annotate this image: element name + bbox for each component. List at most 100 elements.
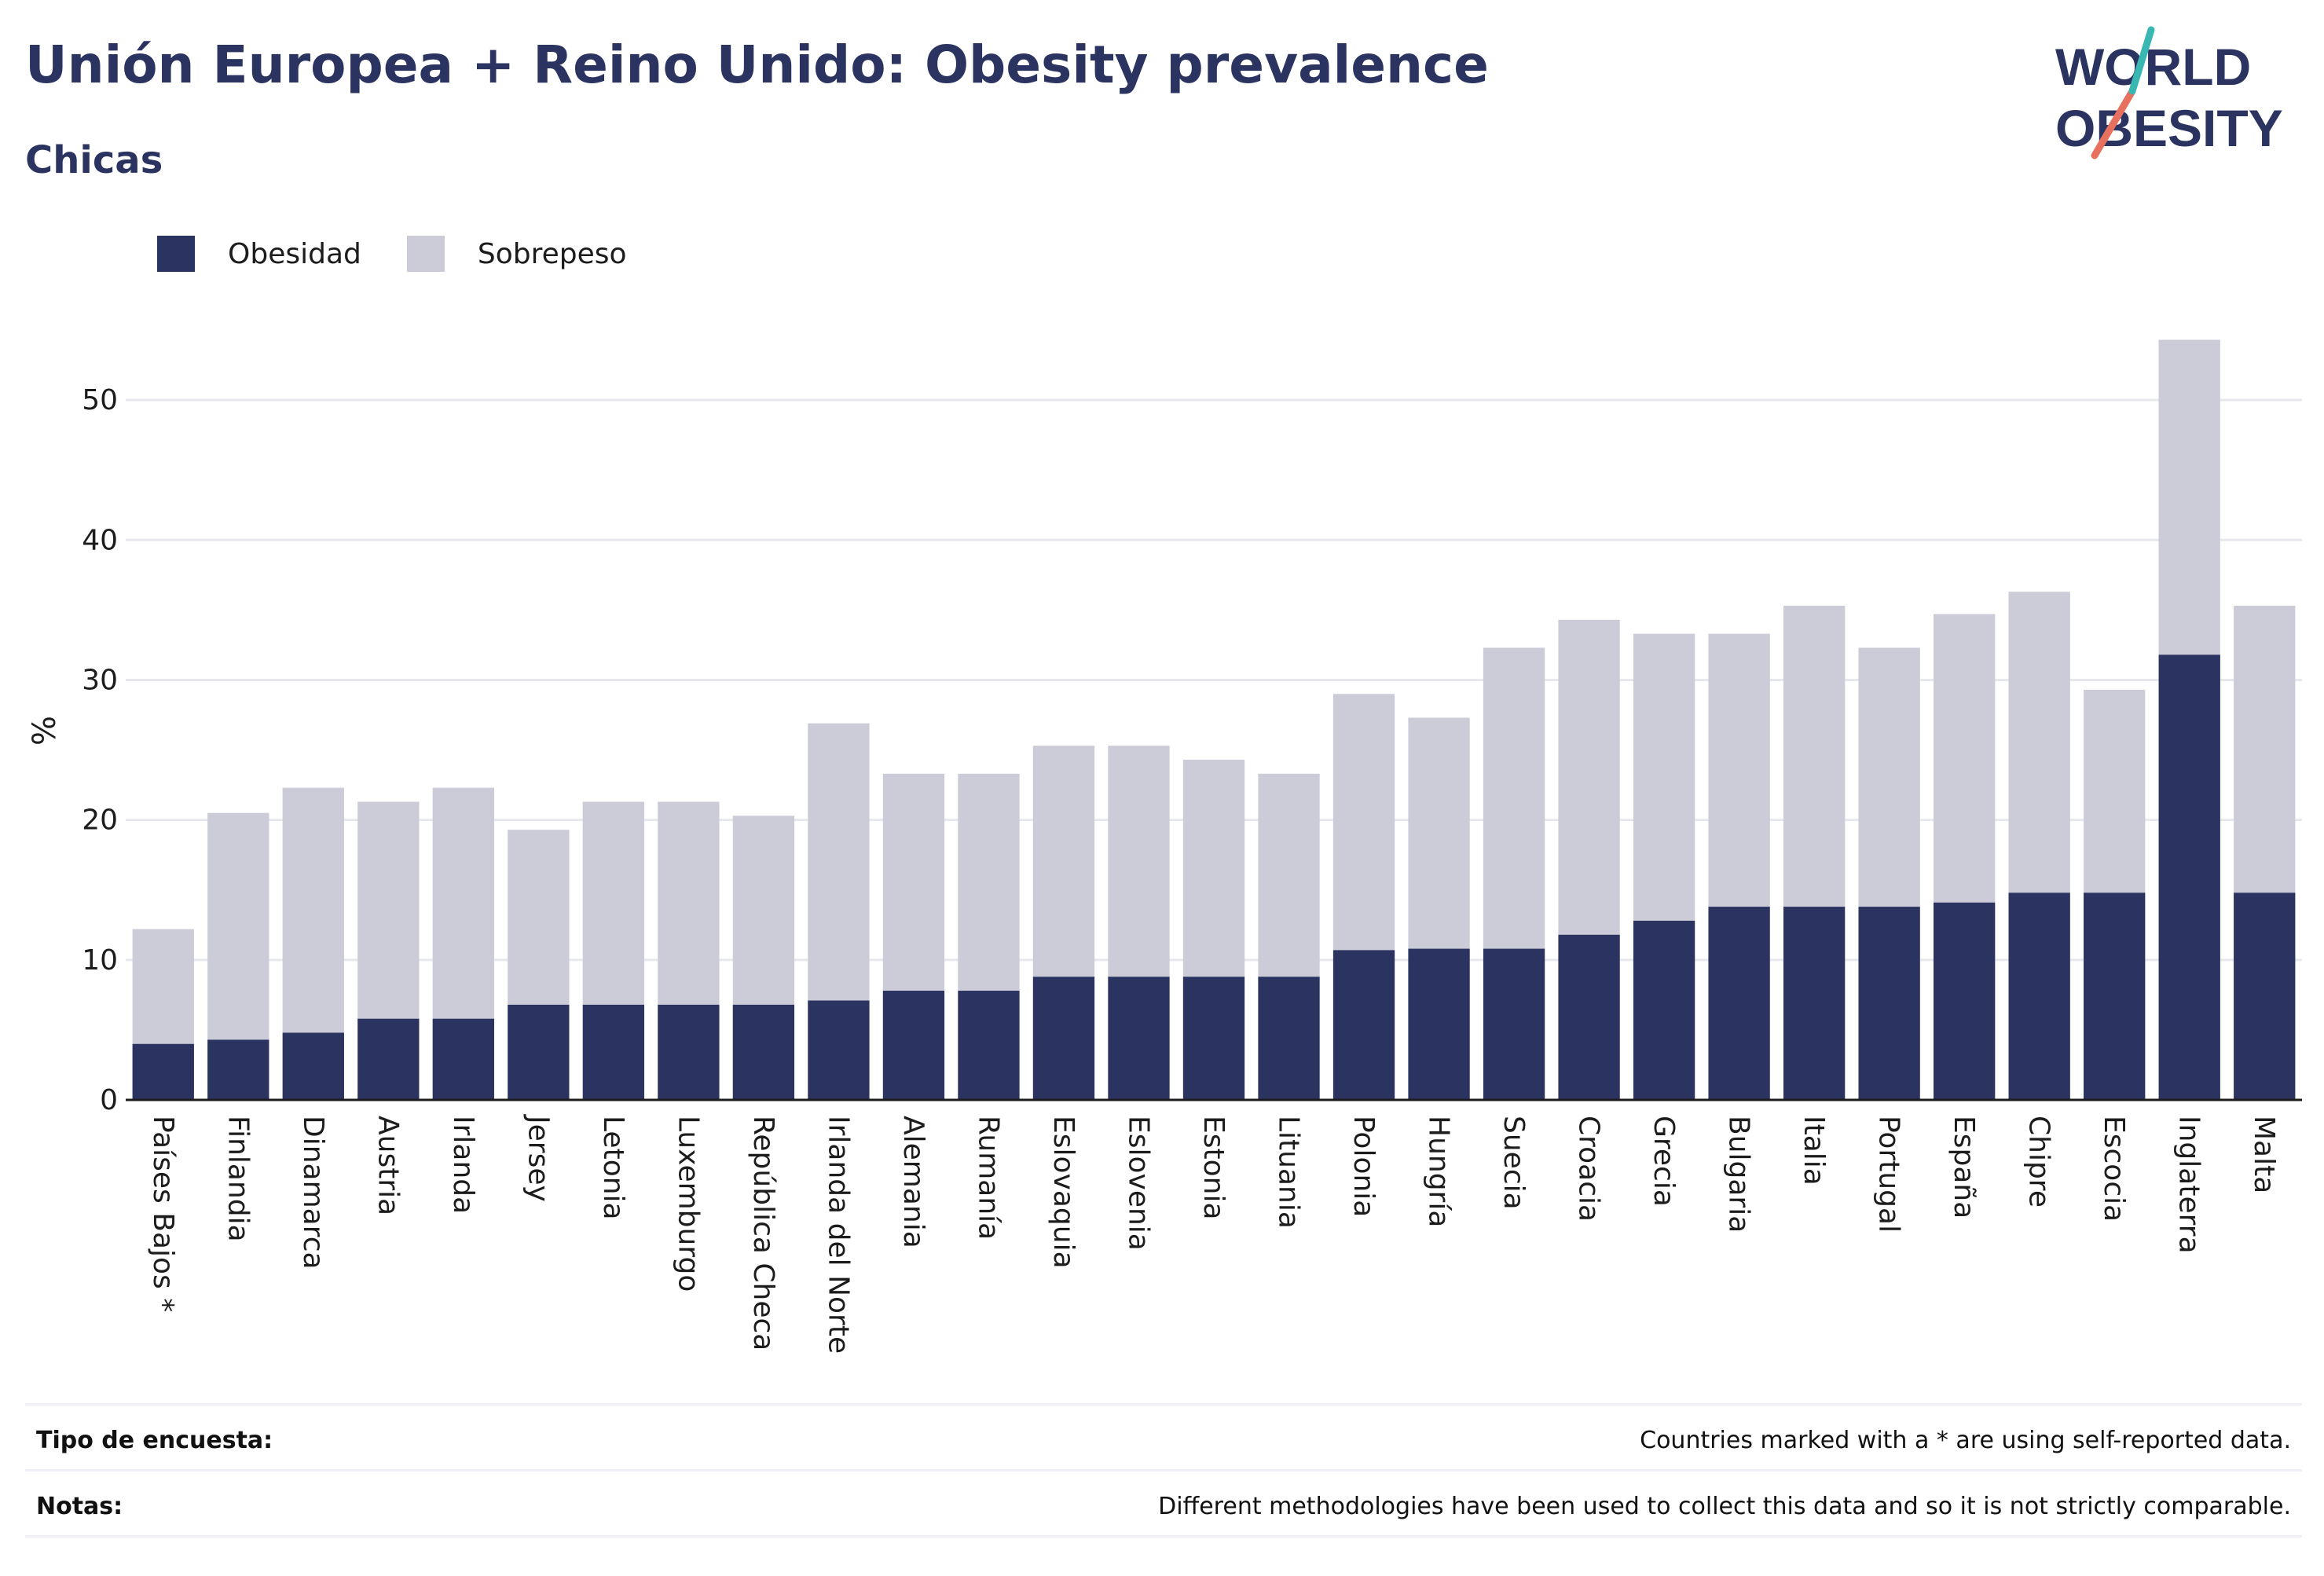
bar-obesidad: [882, 991, 945, 1100]
x-tick-label: Letonia: [597, 1116, 629, 1220]
svg-text:WORLD: WORLD: [2055, 38, 2251, 96]
bar-sobrepeso: [432, 787, 494, 1019]
footer-divider: [25, 1535, 2302, 1538]
bar-obesidad: [2008, 892, 2070, 1100]
bar-sobrepeso: [2234, 606, 2296, 893]
page-subtitle: Chicas: [25, 138, 163, 182]
bar-obesidad: [1934, 902, 1996, 1100]
y-tick-label: 0: [100, 1084, 118, 1116]
bar-sobrepeso: [357, 801, 420, 1019]
bar-sobrepeso: [1108, 746, 1170, 977]
x-tick-label: Finlandia: [222, 1116, 254, 1242]
x-tick-label: Estonia: [1197, 1116, 1230, 1220]
bar-obesidad: [808, 1000, 870, 1100]
notes-value: Different methodologies have been used t…: [1158, 1492, 2291, 1520]
bar-obesidad: [958, 991, 1020, 1100]
bar-obesidad: [1332, 950, 1395, 1100]
bar-obesidad: [1408, 948, 1470, 1100]
y-tick-label: 40: [82, 524, 118, 556]
y-tick-label: 20: [82, 804, 118, 837]
footer-divider: [25, 1469, 2302, 1472]
x-tick-label: Irlanda del Norte: [822, 1116, 854, 1354]
x-tick-label: Suecia: [1497, 1116, 1530, 1210]
x-tick-label: Italia: [1798, 1116, 1830, 1186]
bar-sobrepeso: [2084, 689, 2146, 893]
bar-obesidad: [1108, 977, 1170, 1100]
bar-sobrepeso: [1408, 717, 1470, 949]
x-tick-label: Eslovenia: [1122, 1116, 1154, 1251]
y-tick-label: 10: [82, 944, 118, 977]
stacked-bar-chart: 0 10 20 30 40 50% Países Bajos * Finlandia Dinam…: [27, 339, 2302, 1354]
footer-divider: [25, 1403, 2302, 1406]
legend-label-sobrepeso: Sobrepeso: [477, 237, 627, 270]
bar-obesidad: [2158, 654, 2220, 1100]
bar-obesidad: [1182, 977, 1245, 1100]
x-tick-label: Dinamarca: [297, 1116, 329, 1270]
bar-obesidad: [282, 1032, 344, 1100]
bar-sobrepeso: [1483, 647, 1545, 949]
x-tick-label: Hungría: [1423, 1116, 1455, 1227]
footer-notes-row: Notas: Different methodologies have been…: [25, 1473, 2302, 1539]
bar-sobrepeso: [1858, 647, 1920, 907]
bar-obesidad: [1858, 907, 1920, 1100]
bar-sobrepeso: [1332, 694, 1395, 951]
x-tick-label: Alemania: [897, 1116, 929, 1248]
bar-sobrepeso: [508, 830, 570, 1005]
bar-sobrepeso: [882, 773, 945, 991]
bar-sobrepeso: [1182, 760, 1245, 977]
bar-sobrepeso: [958, 773, 1020, 991]
y-axis-label: %: [27, 716, 63, 746]
bar-obesidad: [1483, 948, 1545, 1100]
bar-obesidad: [1032, 977, 1095, 1100]
x-tick-label: España: [1948, 1116, 1980, 1219]
bar-sobrepeso: [1633, 633, 1695, 921]
bar-obesidad: [508, 1004, 570, 1100]
x-tick-label: Escocia: [2098, 1116, 2130, 1222]
x-tick-label: Eslovaquia: [1047, 1116, 1080, 1269]
x-tick-label: Portugal: [1873, 1116, 1905, 1233]
bar-obesidad: [132, 1043, 194, 1100]
footer-survey-row: Tipo de encuesta: Countries marked with …: [25, 1407, 2302, 1473]
bar-sobrepeso: [1258, 773, 1320, 977]
x-tick-label: Luxemburgo: [672, 1116, 704, 1292]
x-tick-label: Polonia: [1347, 1116, 1380, 1217]
x-tick-label: Países Bajos *: [147, 1116, 179, 1312]
bar-sobrepeso: [1934, 614, 1996, 903]
x-tick-label: Jersey: [522, 1114, 554, 1202]
bar-sobrepeso: [132, 929, 194, 1044]
bar-sobrepeso: [1708, 633, 1770, 907]
bar-sobrepeso: [282, 787, 344, 1033]
bar-obesidad: [2234, 892, 2296, 1100]
x-tick-label: Inglaterra: [2173, 1116, 2205, 1254]
bar-sobrepeso: [1558, 619, 1620, 935]
x-tick-label: Chipre: [2023, 1116, 2055, 1208]
bar-obesidad: [1633, 920, 1695, 1100]
notes-label: Notas:: [36, 1492, 123, 1520]
bar-obesidad: [1258, 977, 1320, 1100]
bar-sobrepeso: [732, 815, 795, 1005]
y-tick-label: 30: [82, 664, 118, 696]
x-tick-label: Irlanda: [447, 1116, 479, 1214]
bar-sobrepeso: [2008, 592, 2070, 893]
bar-obesidad: [207, 1039, 269, 1100]
legend-swatch-obesidad: [157, 236, 195, 272]
x-tick-label: Grecia: [1648, 1116, 1680, 1207]
bar-obesidad: [357, 1018, 420, 1100]
legend-item-obesidad: Obesidad: [157, 236, 361, 272]
x-tick-label: Rumanía: [972, 1116, 1004, 1240]
bar-obesidad: [658, 1004, 720, 1100]
x-tick-label: Croacia: [1573, 1116, 1605, 1222]
survey-type-label: Tipo de encuesta:: [36, 1426, 273, 1454]
x-tick-label: Lituania: [1273, 1116, 1305, 1229]
svg-text:OBESITY: OBESITY: [2055, 99, 2283, 157]
bar-obesidad: [432, 1018, 494, 1100]
bar-obesidad: [1558, 934, 1620, 1100]
legend-swatch-sobrepeso: [406, 236, 445, 272]
bar-sobrepeso: [2158, 339, 2220, 655]
legend-label-obesidad: Obesidad: [228, 237, 361, 270]
chart-legend: Obesidad Sobrepeso: [157, 236, 673, 272]
bar-sobrepeso: [1783, 606, 1846, 907]
bar-sobrepeso: [582, 801, 645, 1005]
bar-sobrepeso: [808, 723, 870, 1001]
page-title: Unión Europea + Reino Unido: Obesity pre…: [25, 35, 1489, 95]
